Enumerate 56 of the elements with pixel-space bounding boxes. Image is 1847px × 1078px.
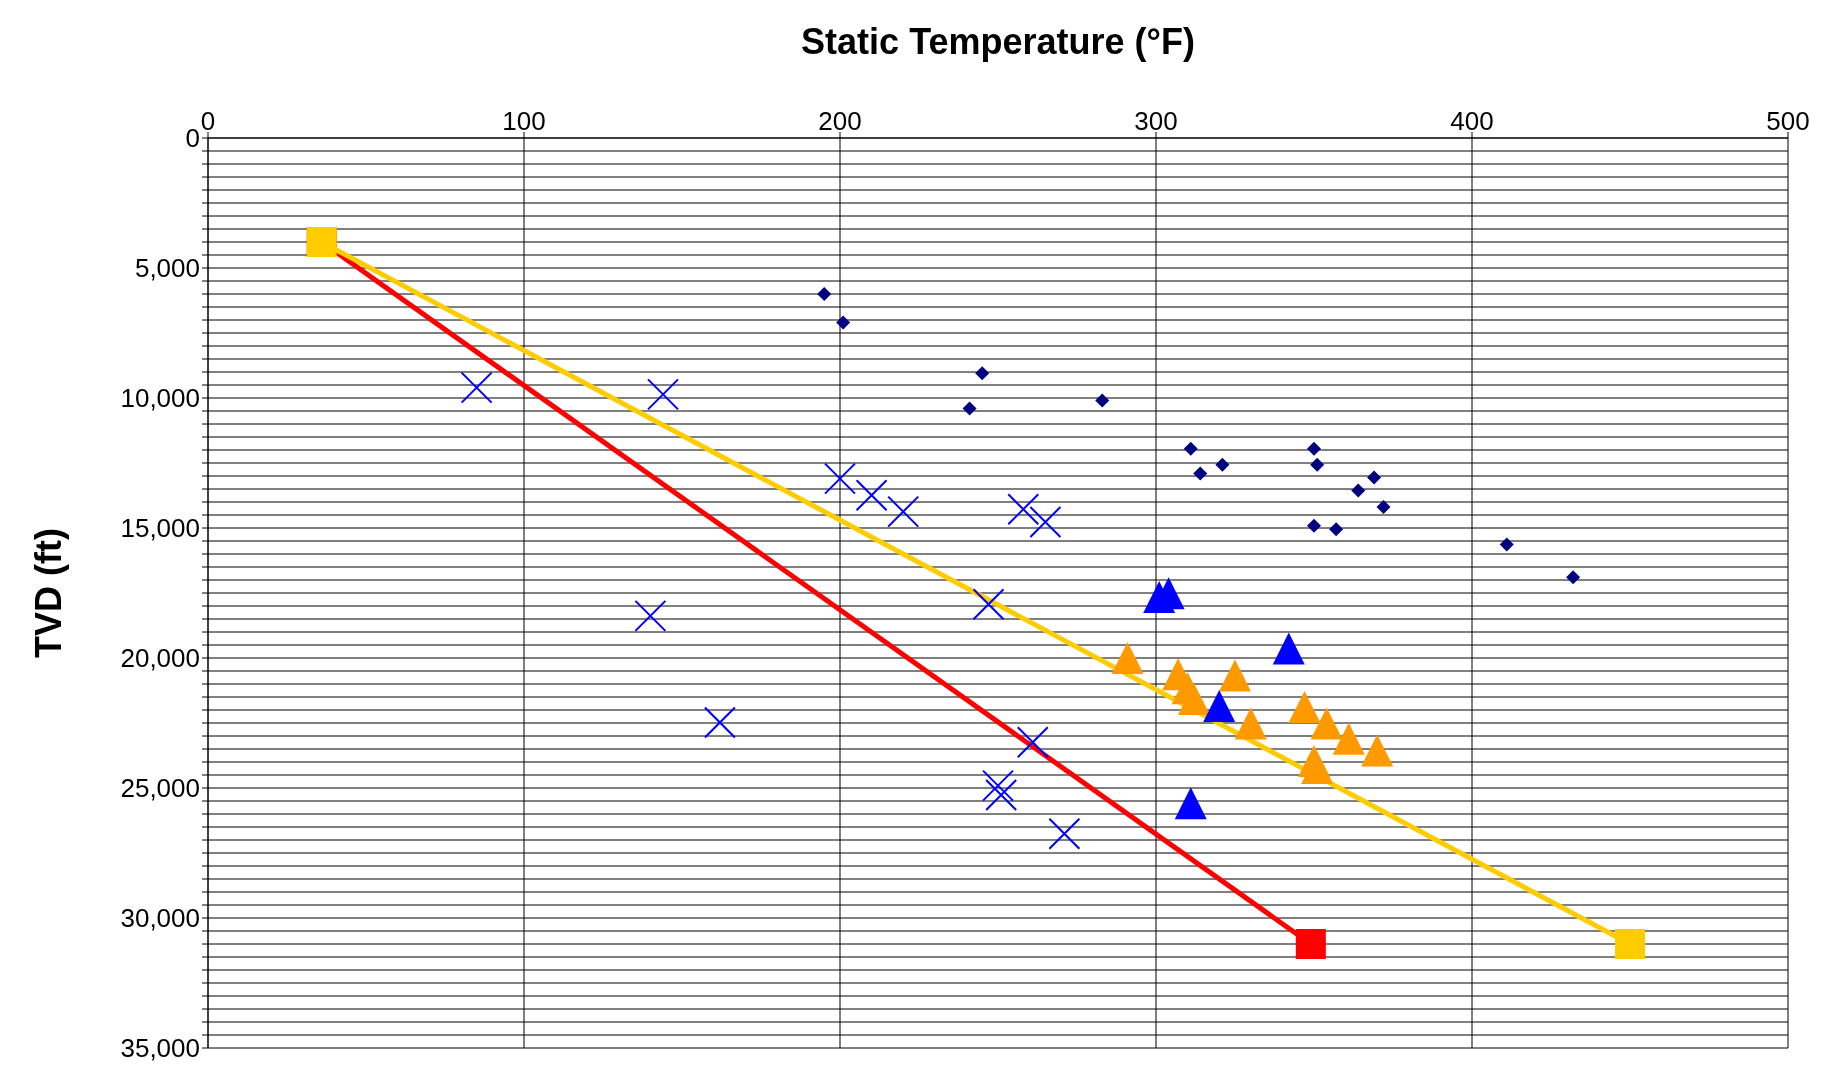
point xyxy=(1048,817,1081,850)
point xyxy=(1351,483,1366,498)
y-tick-label: 35,000 xyxy=(120,1033,200,1064)
y-tick-label: 30,000 xyxy=(120,903,200,934)
x-tick-label: 200 xyxy=(818,106,862,136)
point xyxy=(972,588,1005,621)
x-tick-label: 100 xyxy=(502,106,546,136)
point xyxy=(647,378,680,411)
point xyxy=(1234,707,1267,740)
point xyxy=(1499,537,1514,552)
point xyxy=(1307,518,1321,533)
point xyxy=(1016,726,1049,759)
y-tick-label: 10,000 xyxy=(120,383,200,414)
y-tick-label: 20,000 xyxy=(120,643,200,674)
point xyxy=(836,315,851,330)
point xyxy=(1174,787,1207,820)
point xyxy=(1183,441,1198,456)
x-tick-label: 300 xyxy=(1134,106,1178,136)
point xyxy=(1301,751,1334,784)
point xyxy=(1177,683,1210,716)
point xyxy=(1193,466,1208,481)
point xyxy=(887,495,920,528)
point xyxy=(962,401,977,416)
point xyxy=(975,366,990,381)
point xyxy=(1367,470,1382,485)
point xyxy=(1111,641,1144,674)
point xyxy=(634,599,667,632)
point xyxy=(824,462,856,495)
y-tick-label: 15,000 xyxy=(120,513,200,544)
x-tick-label: 500 xyxy=(1766,106,1810,136)
point xyxy=(1361,734,1394,767)
point xyxy=(982,769,1014,802)
point xyxy=(1272,632,1305,665)
x-axis-title: Static Temperature (°F) xyxy=(801,20,1195,62)
x-tick-label: 400 xyxy=(1450,106,1494,136)
y-tick-label: 25,000 xyxy=(120,773,200,804)
point xyxy=(1029,506,1062,539)
point xyxy=(817,287,832,301)
point xyxy=(703,706,736,739)
point xyxy=(1095,393,1110,408)
point xyxy=(1566,570,1581,585)
point xyxy=(1219,659,1251,692)
point xyxy=(1376,499,1391,514)
point xyxy=(855,479,888,512)
point xyxy=(1332,722,1365,755)
point xyxy=(1203,690,1236,723)
point xyxy=(460,371,493,404)
point xyxy=(1307,441,1321,456)
point xyxy=(1329,522,1344,537)
point xyxy=(1215,457,1230,472)
y-tick-label: 5,000 xyxy=(134,253,200,284)
point xyxy=(1310,707,1343,740)
point xyxy=(1007,493,1040,526)
point xyxy=(1288,691,1321,724)
point xyxy=(1310,457,1325,472)
y-axis-title: TVD (ft) xyxy=(27,528,69,658)
